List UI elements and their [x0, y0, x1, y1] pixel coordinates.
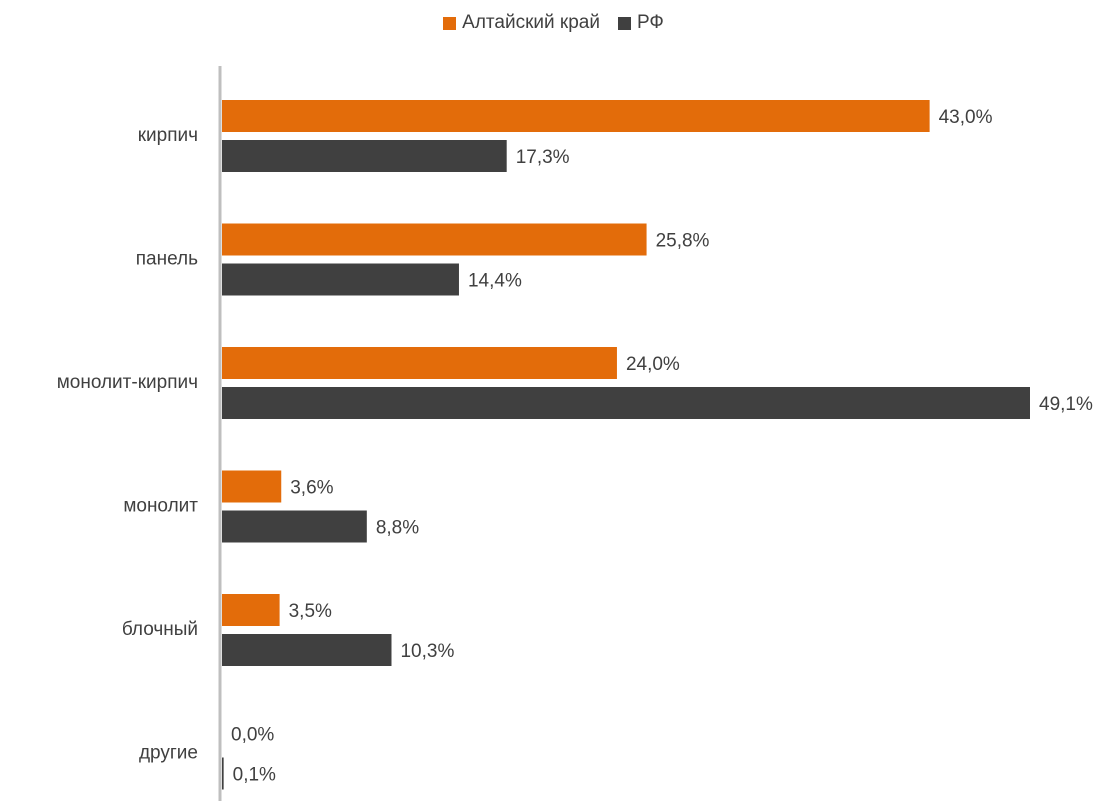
bar: [222, 347, 617, 379]
category-label: монолит-кирпич: [57, 372, 198, 393]
bar: [222, 594, 280, 626]
data-label: 43,0%: [939, 107, 993, 128]
legend-label-rf: РФ: [636, 12, 664, 33]
legend-item-rf: РФ: [617, 12, 664, 34]
category-label: монолит: [123, 496, 198, 517]
data-label: 8,8%: [376, 518, 419, 539]
bar: [222, 223, 647, 256]
category-label: блочный: [122, 619, 198, 640]
data-label: 3,6%: [290, 478, 333, 499]
data-label: 10,3%: [400, 641, 454, 662]
bar: [222, 470, 282, 503]
data-label: 14,4%: [468, 271, 522, 292]
legend-item-altai: Алтайский край: [443, 12, 600, 34]
labels-group: кирпич 43,0% 17,3% панель 25,8% 14,4% монолит-…: [57, 107, 1093, 786]
legend-swatch-rf: [617, 16, 631, 30]
data-label: 49,1%: [1039, 394, 1093, 415]
category-label: кирпич: [138, 125, 198, 146]
bar: [222, 510, 367, 543]
legend-swatch-altai: [443, 16, 457, 30]
data-label: 17,3%: [516, 147, 570, 168]
bar: [222, 140, 507, 172]
legend-label-altai: Алтайский край: [462, 12, 600, 33]
bar: [222, 387, 1030, 419]
category-label: панель: [136, 249, 198, 270]
bar: [222, 100, 930, 132]
data-label: 24,0%: [626, 354, 680, 375]
legend: Алтайский край РФ: [0, 12, 1107, 34]
category-label: другие: [139, 743, 198, 764]
data-label: 25,8%: [656, 231, 710, 252]
data-label: 0,1%: [233, 765, 276, 786]
bars-group: [222, 100, 1030, 790]
data-label: 3,5%: [289, 601, 332, 622]
bar: [222, 757, 224, 790]
bar: [222, 634, 392, 666]
bar: [222, 263, 459, 296]
data-label: 0,0%: [231, 725, 274, 746]
